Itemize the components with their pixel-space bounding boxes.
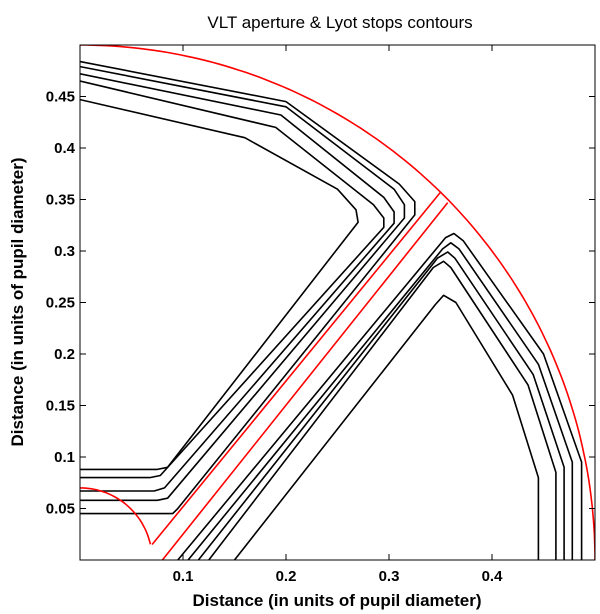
x-tick-label: 0.4 [482,568,504,585]
lyot-contour-upper-3 [80,73,395,492]
y-tick-label: 0.45 [46,89,75,106]
x-tick-label: 0.1 [173,568,194,585]
x-axis-label: Distance (in units of pupil diameter) [192,591,481,610]
aperture-central-obscuration [80,487,152,545]
axis-ticks: 0.1 0.2 0.3 0.4 0.05 0.1 0.15 0.2 0.25 0.3 0.35 0.4… [46,45,595,585]
lyot-contour-lower-1 [177,232,583,560]
lyot-contour-lower-4 [208,260,557,560]
chart-title: VLT aperture & Lyot stops contours [207,13,472,32]
y-axis-label: Distance (in units of pupil diameter) [8,157,27,446]
lyot-contour-lower-2 [187,242,574,560]
y-tick-label: 0.35 [46,192,75,209]
y-tick-label: 0.25 [46,295,75,312]
lyot-contour-upper-5 [80,98,359,471]
y-tick-label: 0.4 [54,140,76,157]
aperture-outer-edge [80,45,595,560]
spider-strut-lower-edge [161,202,449,560]
x-tick-label: 0.2 [276,568,297,585]
lyot-contour-upper-4 [80,80,385,479]
lyot-contour-lower-3 [197,251,565,560]
y-tick-label: 0.05 [46,501,75,518]
y-tick-label: 0.15 [46,398,75,415]
y-tick-label: 0.3 [54,243,75,260]
y-tick-label: 0.1 [54,449,75,466]
axes-box [79,44,596,561]
lyot-contour-lower-5 [233,294,540,560]
x-tick-label: 0.3 [379,568,400,585]
spider-strut-upper-edge [151,191,442,546]
y-tick-label: 0.2 [54,346,75,363]
lyot-contour-upper-1 [80,60,416,515]
lyot-contour-upper-2 [80,65,406,502]
plot-area [80,45,595,560]
